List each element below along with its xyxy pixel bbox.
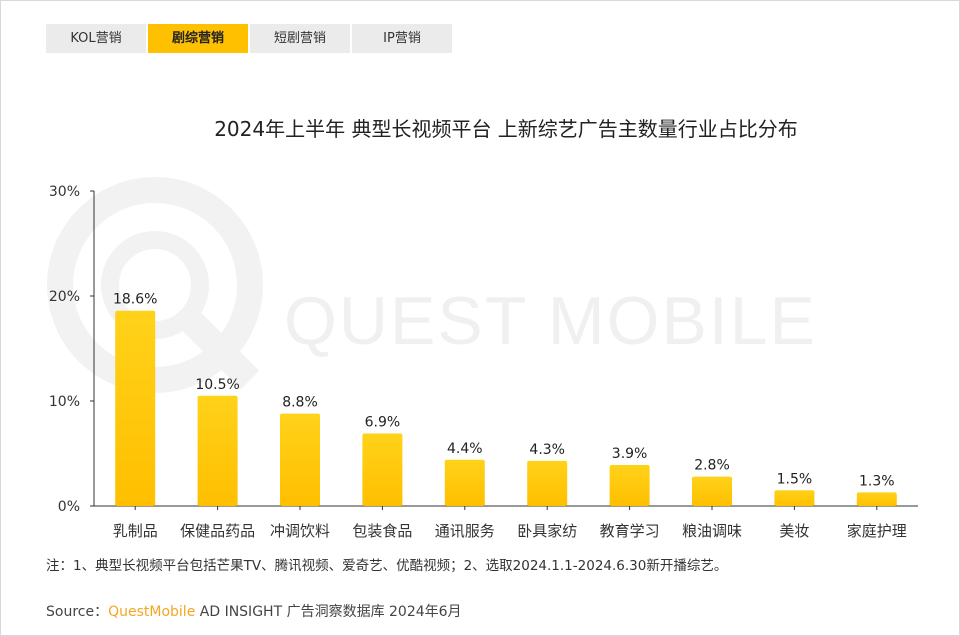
bar: [774, 490, 815, 506]
x-tick-label: 家庭护理: [847, 522, 907, 540]
watermark-text: QUEST MOBILE: [284, 283, 817, 359]
bar: [115, 310, 156, 506]
x-tick-label: 保健品药品: [180, 522, 255, 540]
data-label: 4.4%: [447, 441, 483, 457]
bar: [362, 433, 403, 506]
bar: [692, 476, 732, 506]
x-tick-label: 包装食品: [352, 522, 412, 540]
x-tick-label: 卧具家纺: [517, 522, 577, 540]
x-tick-label: 美妆: [779, 522, 809, 540]
data-label: 10.5%: [195, 377, 239, 393]
data-label: 4.3%: [529, 442, 565, 458]
tab-bar: KOL营销 剧综营销 短剧营销 IP营销: [46, 24, 452, 53]
x-tick-label: 乳制品: [113, 522, 158, 540]
x-tick-label: 冲调饮料: [270, 522, 330, 540]
data-label: 8.8%: [282, 395, 318, 411]
source-prefix: Source：: [46, 604, 109, 620]
bar: [197, 395, 238, 506]
tab-drama-variety[interactable]: 剧综营销: [148, 24, 248, 53]
x-tick-label: 教育学习: [600, 522, 660, 540]
source-brand: QuestMobile: [108, 604, 196, 620]
data-label: 2.8%: [694, 458, 730, 474]
source-line: Source：QuestMobile AD INSIGHT 广告洞察数据库 20…: [46, 601, 462, 621]
tab-ip[interactable]: IP营销: [352, 24, 452, 53]
chart-title: 2024年上半年 典型长视频平台 上新综艺广告主数量行业占比分布: [214, 117, 798, 141]
x-tick-label: 粮油调味: [682, 522, 742, 540]
y-tick-label: 10%: [49, 394, 80, 410]
data-label: 1.5%: [777, 471, 813, 487]
x-tick-label: 通讯服务: [435, 522, 495, 540]
data-label: 3.9%: [612, 446, 648, 462]
y-tick-label: 20%: [49, 289, 80, 305]
bar: [609, 465, 650, 506]
tab-short-drama[interactable]: 短剧营销: [250, 24, 350, 53]
y-tick-label: 0%: [58, 499, 80, 515]
data-label: 1.3%: [859, 473, 895, 489]
bar: [444, 459, 485, 506]
data-label: 6.9%: [365, 415, 401, 431]
bar: [527, 460, 568, 506]
tab-kol[interactable]: KOL营销: [46, 24, 146, 53]
source-suffix: AD INSIGHT 广告洞察数据库 2024年6月: [195, 604, 462, 620]
bar: [280, 413, 320, 506]
footnote: 注：1、典型长视频平台包括芒果TV、腾讯视频、爱奇艺、优酷视频；2、选取2024…: [46, 558, 728, 574]
data-label: 18.6%: [113, 292, 157, 308]
y-tick-label: 30%: [49, 184, 80, 200]
bar: [856, 492, 897, 506]
